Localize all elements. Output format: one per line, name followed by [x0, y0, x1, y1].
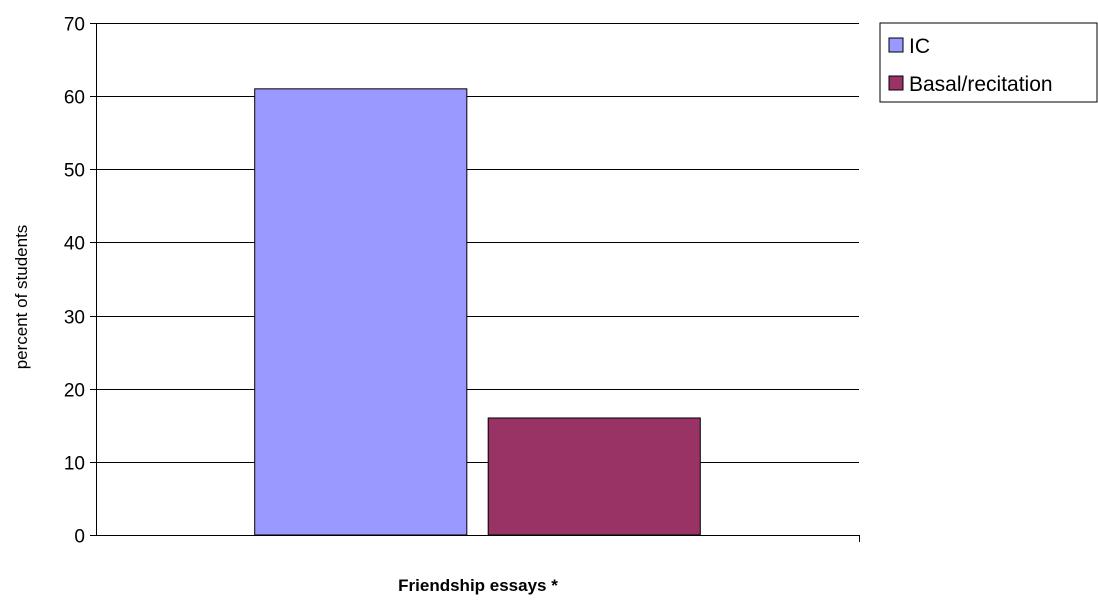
legend-box: [879, 22, 1098, 103]
axes: [90, 23, 860, 542]
y-tick-label: 0: [74, 527, 85, 548]
y-tick-label: 10: [64, 454, 85, 475]
legend-label: Basal/recitation: [909, 73, 1053, 96]
y-tick-labels: 0 10 20 30 40 50 60 70: [64, 15, 85, 548]
y-tick-label: 40: [64, 234, 85, 255]
legend-swatch: [888, 75, 904, 91]
legend-label: IC: [909, 35, 930, 58]
y-tick-label: 70: [64, 15, 85, 36]
y-tick-label: 60: [64, 88, 85, 109]
legend: IC Basal/recitation: [879, 22, 1098, 103]
y-axis-title: percent of students: [12, 225, 31, 370]
y-tick-label: 50: [64, 161, 85, 182]
gridlines: [96, 23, 859, 463]
bars: [254, 88, 701, 536]
bar-basal-recitation: [487, 417, 701, 536]
x-axis-title: Friendship essays *: [398, 576, 558, 595]
bar-ic: [254, 88, 468, 536]
legend-swatch: [888, 37, 904, 53]
y-tick-label: 30: [64, 308, 85, 329]
y-tick-label: 20: [64, 381, 85, 402]
